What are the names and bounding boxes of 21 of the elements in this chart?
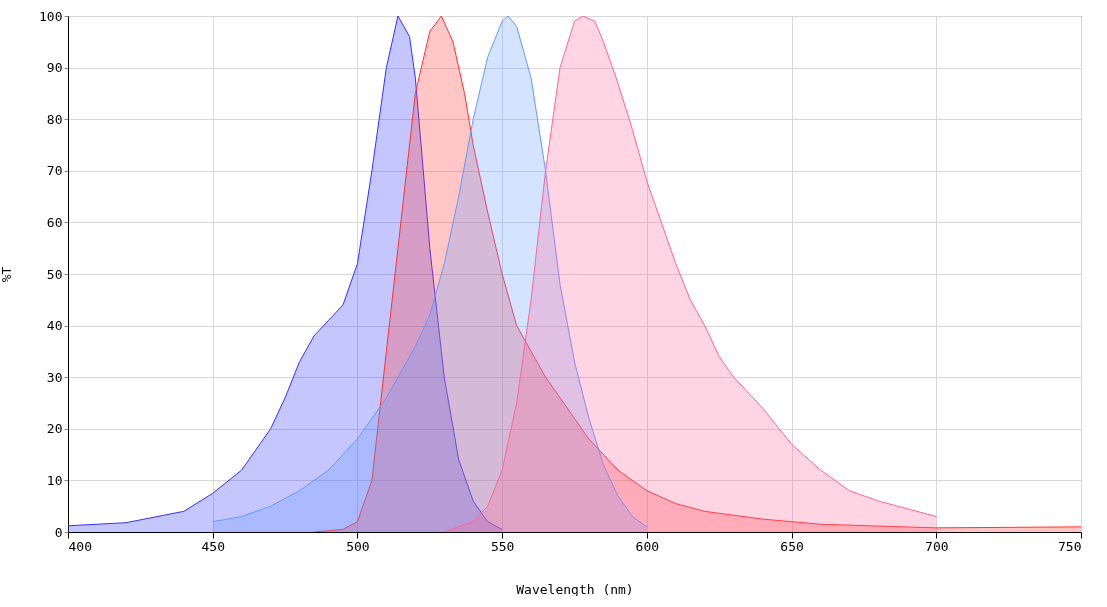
x-tick-label: 400 bbox=[68, 538, 92, 554]
x-tick-label: 450 bbox=[201, 538, 225, 554]
x-tick-label: 700 bbox=[925, 538, 949, 554]
y-tick-label: 50 bbox=[46, 266, 63, 282]
x-tick-label: 600 bbox=[635, 538, 660, 554]
x-tick-label: 750 bbox=[1058, 538, 1082, 554]
y-tick-label: 0 bbox=[54, 524, 63, 540]
x-tick-label: 500 bbox=[346, 538, 370, 554]
x-tick-label: 650 bbox=[780, 538, 804, 554]
y-tick-label: 60 bbox=[46, 214, 63, 230]
y-tick-label: 40 bbox=[46, 318, 63, 334]
y-axis-title: %T bbox=[0, 266, 15, 283]
y-tick-label: 30 bbox=[46, 369, 63, 385]
y-tick-label: 90 bbox=[46, 60, 63, 76]
x-axis-title: Wavelength (nm) bbox=[516, 581, 634, 597]
y-tick-label: 10 bbox=[46, 472, 63, 488]
x-tick-label: 550 bbox=[490, 538, 515, 554]
y-tick-label: 100 bbox=[39, 8, 63, 24]
y-tick-label: 20 bbox=[46, 421, 63, 437]
y-tick-label: 80 bbox=[46, 111, 63, 127]
y-tick-label: 70 bbox=[46, 163, 63, 179]
